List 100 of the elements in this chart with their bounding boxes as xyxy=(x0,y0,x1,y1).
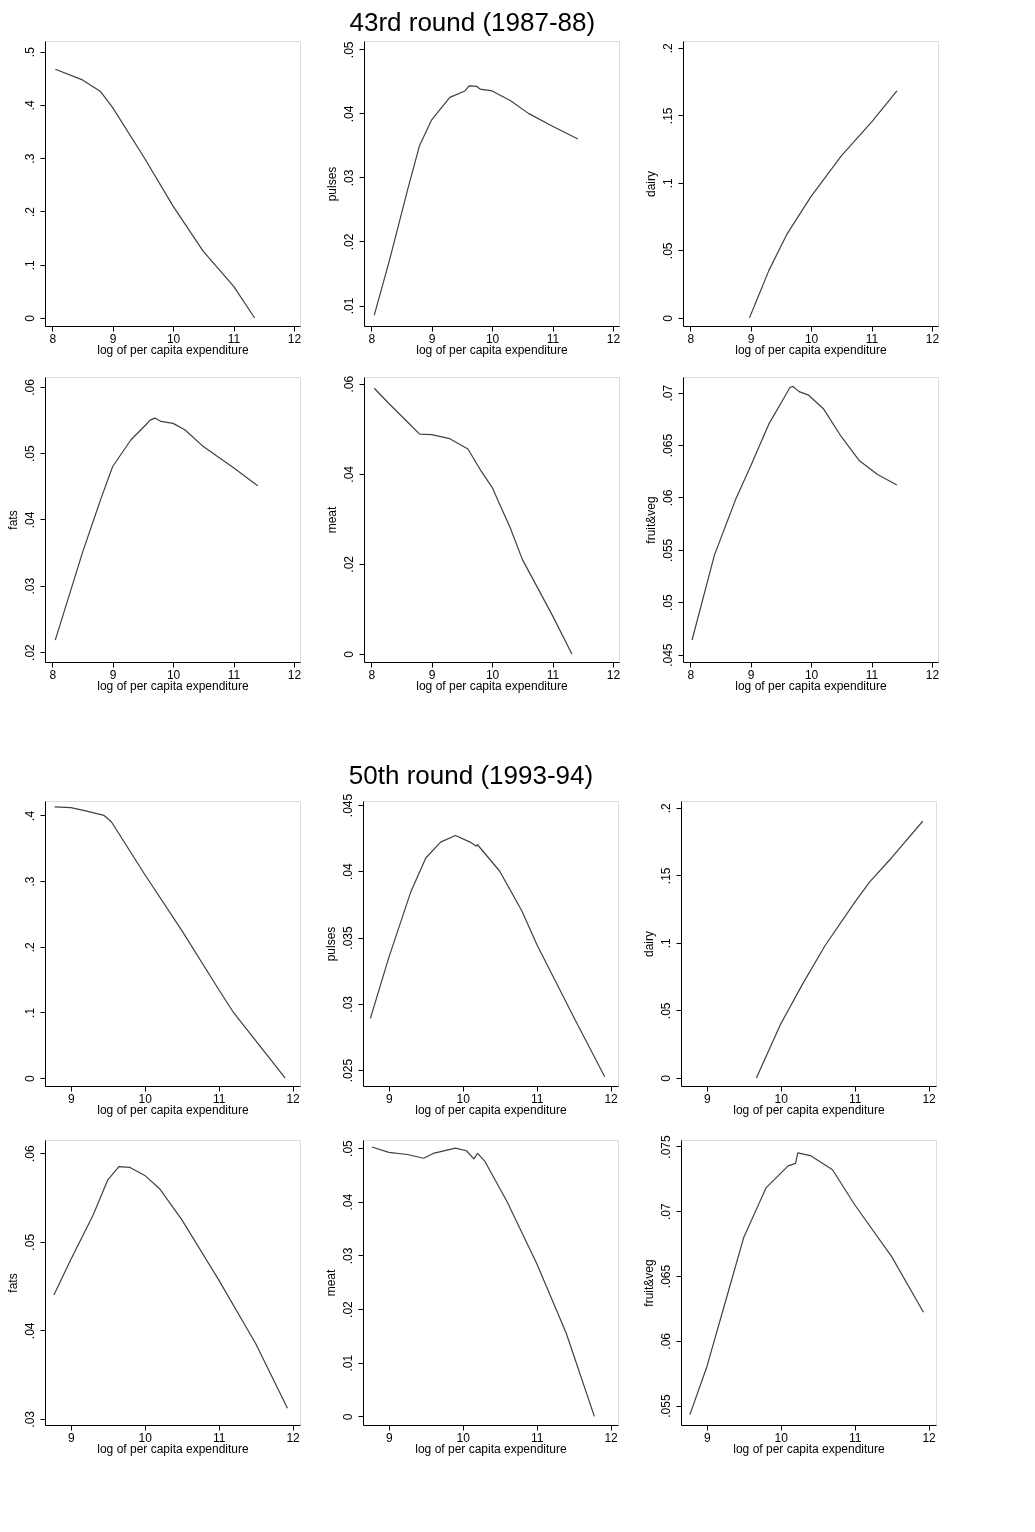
x-tick-label: 9 xyxy=(386,1091,394,1106)
y-tick-label: .5 xyxy=(22,46,37,58)
y-tick-label: .03 xyxy=(22,1410,37,1428)
x-tick-label: 12 xyxy=(604,1091,619,1106)
y-tick-label: .01 xyxy=(341,297,356,315)
y-tick-label: .06 xyxy=(658,1332,673,1350)
y-tick-label: .05 xyxy=(660,242,675,260)
y-tick-label: .025 xyxy=(340,1058,355,1083)
y-tick-label: .045 xyxy=(340,793,355,818)
y-tick-label: .05 xyxy=(22,445,37,463)
y-tick-label: .05 xyxy=(22,1233,37,1251)
y-axis-title: meat xyxy=(323,1269,338,1297)
x-tick-label: 8 xyxy=(368,331,376,346)
y-axis-title: dairy xyxy=(641,930,656,958)
x-tick-label: 12 xyxy=(922,1430,937,1445)
y-tick-label: 0 xyxy=(658,1074,673,1082)
y-tick-label: .03 xyxy=(340,995,355,1013)
x-tick-label: 9 xyxy=(704,1430,712,1445)
line-series xyxy=(373,85,579,316)
x-tick-label: 8 xyxy=(687,331,695,346)
x-tick-label: 8 xyxy=(49,667,57,682)
y-tick-label: .1 xyxy=(22,1007,37,1018)
x-tick-label: 12 xyxy=(925,331,940,346)
y-axis-title: fats xyxy=(5,510,20,530)
y-tick-label: .06 xyxy=(660,489,675,507)
y-tick-label: .075 xyxy=(658,1134,673,1159)
y-tick-label: .065 xyxy=(658,1264,673,1289)
y-tick-label: .15 xyxy=(660,107,675,125)
x-tick-label: 12 xyxy=(604,1430,619,1445)
line-series xyxy=(371,1146,595,1418)
x-tick-label: 12 xyxy=(286,1430,301,1445)
y-tick-label: .06 xyxy=(22,1145,37,1163)
y-tick-label: .2 xyxy=(660,42,675,54)
x-tick-label: 12 xyxy=(606,331,621,346)
line-series xyxy=(755,820,924,1079)
line-series xyxy=(54,806,286,1079)
y-tick-label: .2 xyxy=(22,941,37,953)
y-tick-label: .4 xyxy=(22,100,37,111)
x-tick-label: 12 xyxy=(922,1091,937,1106)
y-tick-label: .05 xyxy=(340,1139,355,1157)
x-tick-label: 12 xyxy=(606,667,621,682)
y-tick-label: .2 xyxy=(658,802,673,814)
x-tick-label: 9 xyxy=(68,1091,76,1106)
x-tick-label: 8 xyxy=(687,667,695,682)
y-axis-title: meat xyxy=(324,506,339,534)
y-tick-label: .3 xyxy=(22,876,37,887)
y-tick-label: .15 xyxy=(658,867,673,885)
line-series xyxy=(53,1165,289,1409)
y-tick-label: .04 xyxy=(22,511,37,529)
chart-title: 43rd round (1987-88) xyxy=(349,7,596,38)
y-axis-title: dairy xyxy=(643,170,658,198)
y-tick-label: .07 xyxy=(660,384,675,402)
y-tick-label: .04 xyxy=(341,465,356,483)
line-series xyxy=(748,90,898,319)
y-tick-label: .02 xyxy=(341,233,356,251)
y-tick-label: .07 xyxy=(658,1203,673,1221)
y-tick-label: .2 xyxy=(22,206,37,217)
x-tick-label: 8 xyxy=(368,667,376,682)
y-tick-label: .02 xyxy=(340,1300,355,1318)
chart-title: 50th round (1993-94) xyxy=(348,759,594,790)
y-tick-label: .05 xyxy=(660,594,675,612)
y-tick-label: .06 xyxy=(341,375,356,393)
y-tick-label: .065 xyxy=(660,433,675,458)
y-tick-label: .03 xyxy=(341,169,356,187)
y-tick-label: .02 xyxy=(341,555,356,573)
y-tick-label: .04 xyxy=(22,1322,37,1340)
y-tick-label: 0 xyxy=(22,314,37,322)
y-tick-label: .035 xyxy=(340,926,355,950)
y-tick-label: .045 xyxy=(660,643,675,667)
y-tick-label: .1 xyxy=(22,259,37,271)
y-tick-label: .03 xyxy=(340,1247,355,1265)
y-tick-label: 0 xyxy=(341,650,356,658)
x-tick-label: 12 xyxy=(925,667,940,682)
y-tick-label: .02 xyxy=(22,643,37,661)
y-tick-label: .055 xyxy=(658,1394,673,1418)
x-tick-label: 12 xyxy=(287,667,302,682)
line-series xyxy=(689,1152,925,1416)
y-axis-title: pulses xyxy=(324,166,339,202)
x-tick-label: 9 xyxy=(386,1430,394,1445)
line-series xyxy=(369,834,606,1078)
y-tick-label: .03 xyxy=(22,577,37,595)
y-tick-label: 0 xyxy=(340,1413,355,1421)
x-tick-label: 9 xyxy=(68,1430,76,1445)
y-tick-label: .05 xyxy=(341,41,356,59)
line-series xyxy=(373,387,573,655)
y-axis-title: fruit&veg xyxy=(643,496,658,544)
y-tick-label: .04 xyxy=(341,105,356,123)
y-tick-label: .04 xyxy=(340,863,355,881)
y-tick-label: .1 xyxy=(660,178,675,189)
line-series xyxy=(54,68,256,319)
y-tick-label: .4 xyxy=(22,810,37,821)
y-tick-label: .05 xyxy=(658,1002,673,1020)
y-tick-label: .06 xyxy=(22,378,37,396)
y-tick-label: 0 xyxy=(22,1074,37,1082)
x-tick-label: 12 xyxy=(287,331,302,346)
y-axis-title: fats xyxy=(5,1273,20,1293)
x-tick-label: 9 xyxy=(704,1091,712,1106)
line-series xyxy=(691,385,898,641)
y-axis-title: fruit&veg xyxy=(641,1259,656,1307)
y-tick-label: .1 xyxy=(658,938,673,949)
